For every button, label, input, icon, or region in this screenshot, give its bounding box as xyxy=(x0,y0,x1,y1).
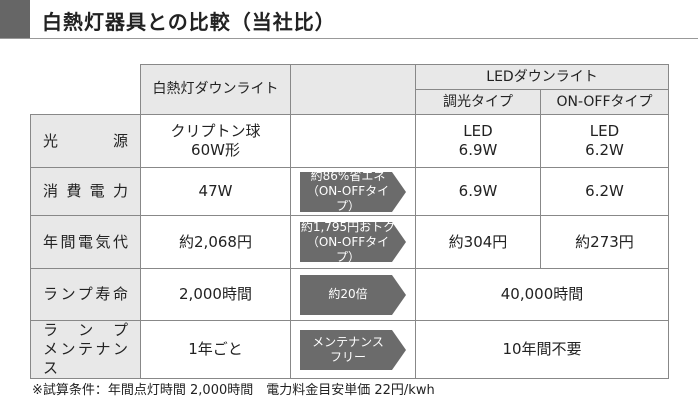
text-line: 6.9W xyxy=(458,182,498,200)
text-line: 6.2W xyxy=(585,182,624,200)
text-line: LED xyxy=(589,122,620,140)
text-line: 47W xyxy=(198,182,233,200)
arrow-badge: 約1,795円おトク （ON-OFFタイプ） xyxy=(300,219,406,264)
text-line: ランプ寿命 xyxy=(43,285,128,303)
table-row: 年間電気代 約2,068円 約1,795円おトク （ON-OFFタイプ） 約304円 約2… xyxy=(30,215,669,269)
cell: LED 6.2W xyxy=(540,114,669,168)
column-header: 調光タイプ xyxy=(415,89,541,115)
cell: 47W xyxy=(140,167,291,216)
header-row: 白熱灯ダウンライト LEDダウンライト xyxy=(30,64,669,115)
header-row: 調光タイプ ON-OFFタイプ xyxy=(31,89,669,115)
arrow-shape xyxy=(300,274,406,315)
text-line: 10年間不要 xyxy=(502,340,582,358)
text-line: ランプ xyxy=(43,321,128,339)
arrow-shape xyxy=(300,329,406,370)
column-header xyxy=(290,64,416,115)
arrow-text: メンテナンス フリー xyxy=(300,330,396,370)
cell: 40,000時間 xyxy=(415,268,669,321)
cell: クリプトン球 60W形 xyxy=(140,114,291,168)
text-line: 6.9W xyxy=(458,141,498,159)
column-group-header: LEDダウンライト xyxy=(415,64,669,90)
comparison-cell: 約20倍 xyxy=(290,268,416,321)
text-line: 60W形 xyxy=(191,141,240,159)
text-line: メンテナンス xyxy=(43,340,128,377)
text-line: （ON-OFFタイプ） xyxy=(306,234,390,264)
text-line: 約1,795円おトク xyxy=(300,219,396,234)
comparison-cell: 約86%省エネ （ON-OFFタイプ） xyxy=(290,167,416,216)
text-line: 2,000時間 xyxy=(179,285,252,303)
text-line: 約273円 xyxy=(575,232,634,251)
cell: LED 6.9W xyxy=(415,114,541,168)
cell: 約273円 xyxy=(540,215,669,269)
arrow-text: 約20倍 xyxy=(300,275,396,315)
footnote: ※試算条件：年間点灯時間 2,000時間 電力料金目安単価 22円/kwh xyxy=(32,383,435,398)
column-header: 白熱灯ダウンライト xyxy=(140,64,291,115)
cell: 約304円 xyxy=(415,215,541,269)
text-line: LED xyxy=(463,122,493,140)
text-line: 約20倍 xyxy=(328,287,368,301)
text-line: 40,000時間 xyxy=(500,285,584,303)
text-line: 6.2W xyxy=(585,141,624,159)
cell: 約2,068円 xyxy=(140,215,291,269)
text-line: クリプトン球 xyxy=(170,122,261,140)
text-line: 約304円 xyxy=(448,232,508,251)
arrow-badge: 約86%省エネ （ON-OFFタイプ） xyxy=(300,169,406,213)
cell: 2,000時間 xyxy=(140,268,291,321)
comparison-table: 白熱灯ダウンライト LEDダウンライト 調光タイプ ON-OFFタイプ 光源 クリプトン球… xyxy=(30,64,669,379)
text-line: （ON-OFFタイプ） xyxy=(306,184,390,213)
arrow-badge: 約20倍 xyxy=(300,274,406,315)
title-mark xyxy=(0,0,30,38)
row-label: ランプ メンテナンス xyxy=(30,320,141,379)
table-row: ランプ メンテナンス 1年ごと メンテナンス フリー 10年間不要 xyxy=(30,320,669,379)
cell: 6.9W xyxy=(415,167,541,216)
cell: 1年ごと xyxy=(140,320,291,379)
row-label: ランプ寿命 xyxy=(30,268,141,321)
comparison-cell: メンテナンス フリー xyxy=(290,320,416,379)
text-line: 約86%省エネ xyxy=(310,169,386,183)
text-line: 年間電気代 xyxy=(43,232,128,251)
text-line: 約2,068円 xyxy=(179,232,252,251)
title-rule xyxy=(0,38,698,39)
text-line: 光源 xyxy=(43,131,128,150)
arrow-text: 約86%省エネ （ON-OFFタイプ） xyxy=(300,169,396,213)
cell: 10年間不要 xyxy=(415,320,669,379)
table-row: ランプ寿命 2,000時間 約20倍 40,000時間 xyxy=(30,268,669,321)
text-line: フリー xyxy=(329,349,366,364)
row-label: 消費電力 xyxy=(30,167,141,216)
text-line: メンテナンス xyxy=(312,334,384,349)
comparison-cell: 約1,795円おトク （ON-OFFタイプ） xyxy=(290,215,416,269)
arrow-badge: メンテナンス フリー xyxy=(300,329,406,370)
table-row: 光源 クリプトン球 60W形 LED 6.9W LED 6.2W xyxy=(30,114,669,168)
arrow-shape xyxy=(300,222,406,262)
table-row: 消費電力 47W 約86%省エネ （ON-OFFタイプ） 6.9W 6.2W xyxy=(30,167,669,216)
text-line: 消費電力 xyxy=(43,182,128,200)
title: 白熱灯器具との比較（当社比） xyxy=(42,10,336,34)
arrow-text: 約1,795円おトク （ON-OFFタイプ） xyxy=(300,219,396,264)
comparison-cell xyxy=(290,114,416,168)
cell: 6.2W xyxy=(540,167,669,216)
blank-cell xyxy=(30,64,141,115)
column-header: ON-OFFタイプ xyxy=(540,89,669,115)
text-line: 1年ごと xyxy=(188,340,243,358)
row-label: 光源 xyxy=(30,114,141,168)
row-label: 年間電気代 xyxy=(30,215,141,269)
arrow-shape xyxy=(300,171,406,212)
